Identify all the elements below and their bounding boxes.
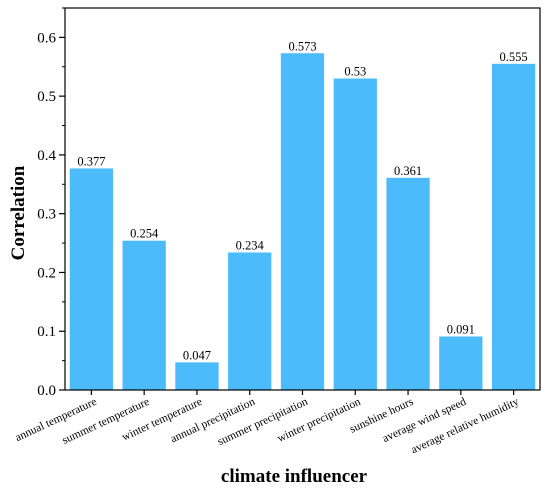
- y-ticks-layer: 0.0 0.1 0.2 0.3 0.4 0.5 0.6: [37, 7, 65, 399]
- x-axis-title: climate influencer: [221, 466, 368, 487]
- bar-3: [175, 362, 219, 390]
- bar-1: [69, 168, 114, 390]
- y-tick-label-2: 0.1: [37, 324, 56, 340]
- y-tick-label-7: 0.6: [37, 30, 56, 46]
- data-label-2: 0.254: [130, 227, 159, 241]
- data-label-1: 0.377: [77, 154, 105, 168]
- data-labels-layer: 0.377 0.254 0.047 0.234 0.573 0.53 0.361 0.091 0…: [77, 39, 527, 362]
- bar-7: [386, 177, 430, 390]
- y-tick-label-6: 0.5: [37, 89, 56, 105]
- data-label-3: 0.047: [183, 348, 211, 362]
- bar-2: [122, 240, 166, 390]
- x-tick-label-5: summer precipitation: [216, 396, 310, 448]
- data-label-8: 0.091: [447, 323, 475, 337]
- data-label-7: 0.361: [394, 164, 422, 178]
- bar-9: [491, 63, 536, 390]
- data-label-5: 0.573: [288, 39, 316, 53]
- y-tick-label-4: 0.3: [37, 207, 56, 223]
- bar-4: [228, 252, 272, 390]
- bar-8: [439, 336, 483, 390]
- y-tick-label-1: 0.0: [37, 383, 56, 399]
- bar-6: [333, 78, 377, 391]
- y-tick-label-3: 0.2: [37, 265, 56, 281]
- data-label-6: 0.53: [344, 65, 366, 79]
- x-tick-label-2: summer temperature: [60, 396, 151, 447]
- data-label-9: 0.555: [500, 50, 528, 64]
- y-tick-label-5: 0.4: [37, 148, 56, 164]
- y-axis-title: Correlation: [8, 165, 29, 260]
- data-label-4: 0.234: [236, 238, 265, 252]
- bar-5: [280, 53, 325, 390]
- bars-layer: [69, 53, 536, 391]
